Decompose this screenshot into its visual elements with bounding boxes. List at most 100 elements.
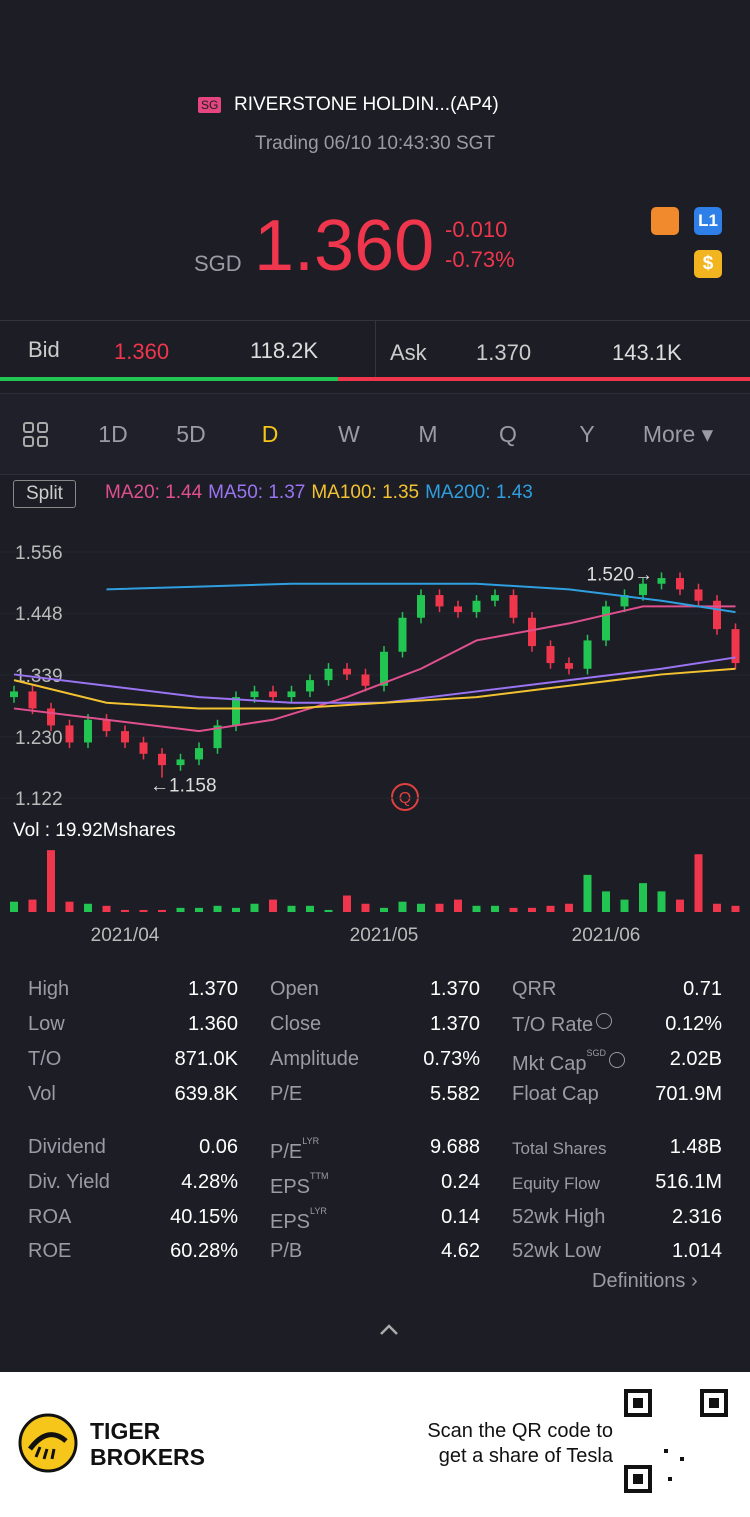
stat-value: 1.360 [187, 1013, 238, 1035]
candle-body [306, 680, 314, 692]
tab[interactable]: More ▾ [642, 421, 714, 447]
stat-label: P/B [270, 1240, 302, 1263]
brand: TIGER [90, 1418, 161, 1444]
stat-label: P/E [270, 1083, 302, 1106]
ask: 1.370 [476, 340, 532, 365]
stat-label-text: Dividend [28, 1136, 106, 1158]
stat-label-text: Float Cap [512, 1083, 599, 1105]
status: Trading 06/10 10:43:30 SGT [254, 133, 496, 154]
stat-label: Equity Flow [512, 1174, 600, 1194]
volume-bar [398, 901, 407, 912]
x-tick-label: 2021/05 [350, 925, 419, 946]
tab[interactable]: D [261, 421, 279, 447]
volume-bar [694, 854, 703, 912]
tab[interactable]: M [418, 421, 438, 447]
info-icon[interactable] [608, 1052, 625, 1068]
stat-label: ROE [28, 1240, 71, 1263]
stat-sup: SGD [586, 1048, 606, 1058]
stat-label: EPSLYR [270, 1206, 327, 1234]
stat-label-text: T/O Rate [512, 1014, 594, 1036]
stat-value: 0.12% [665, 1013, 722, 1035]
volume-bar [417, 903, 425, 912]
bid-label: Bid [28, 337, 60, 362]
annotation: 1.520→ [587, 564, 654, 585]
qr-finder [633, 1398, 643, 1408]
definitions-link[interactable]: Definitions › [592, 1270, 698, 1292]
ma-legend-item: MA20: 1.44 [105, 482, 203, 503]
y-tick-label: 1.556 [15, 543, 63, 564]
stat-label: Div. Yield [28, 1171, 110, 1194]
split-button[interactable]: Split [13, 480, 76, 508]
candle-body [602, 606, 610, 641]
definitions[interactable]: Definitions [592, 1270, 686, 1292]
stat-sup: LYR [310, 1206, 327, 1216]
ma-line [106, 582, 736, 614]
icon-no[interactable] [651, 207, 679, 235]
stat-label: Total Shares [512, 1139, 607, 1159]
volume-bar [47, 850, 55, 912]
stat-sup: TTM [310, 1171, 329, 1181]
candle-body [232, 697, 240, 726]
promo: get a share of Tesla [438, 1445, 613, 1467]
volume-bar [509, 907, 518, 912]
y-tick-label: 1.448 [15, 604, 63, 625]
stat-label-text: Vol [28, 1083, 56, 1105]
volume-bar [65, 901, 74, 912]
qr-module [664, 1449, 668, 1453]
tab[interactable]: W [338, 421, 360, 447]
tab[interactable]: 1D [98, 421, 128, 447]
volume-bar [139, 909, 148, 912]
tab[interactable]: Q [499, 421, 517, 447]
stat-label-text: P/B [270, 1240, 303, 1262]
volume-bar [676, 899, 684, 912]
qr-finder [633, 1474, 643, 1484]
ma-line [13, 605, 736, 733]
volume-bar [195, 907, 203, 912]
volume-bar [232, 907, 240, 912]
x-tick-label: 2021/04 [91, 925, 160, 946]
volume-bar [28, 899, 37, 912]
layout-icon[interactable] [22, 421, 50, 449]
icon-l1[interactable]: L1 [694, 207, 722, 235]
ma-line [13, 656, 736, 704]
stat-value: 5.582 [429, 1083, 480, 1105]
candle-body [546, 646, 555, 664]
info-icon[interactable] [596, 1013, 613, 1029]
stat-value: 0.06 [199, 1136, 238, 1158]
stat-label: T/O Rate [512, 1013, 613, 1037]
icon-s[interactable]: $ [694, 250, 722, 278]
qr-finder [700, 1389, 728, 1417]
tab[interactable]: Y [579, 421, 595, 447]
volume-bar [639, 883, 647, 912]
ma-legend-item: MA50: 1.37 [208, 482, 306, 503]
candle-body [509, 595, 518, 618]
stat-label-text: T/O [28, 1048, 62, 1070]
candle-body [472, 600, 481, 613]
collapse-arrow[interactable] [378, 1323, 400, 1337]
stat-label: Amplitude [270, 1048, 359, 1071]
brand: BROKERS [90, 1444, 206, 1470]
stat-label: Open [270, 978, 319, 1001]
candle-body [565, 663, 573, 669]
volume-bar [620, 899, 629, 912]
tab[interactable]: 5D [176, 421, 206, 447]
volume-bar [583, 874, 592, 912]
ma-legend: MA20: 1.44 MA50: 1.37 MA100: 1.35 MA200: 1.… [105, 482, 539, 504]
candle-body [121, 731, 129, 743]
volume-bar [269, 899, 277, 912]
volume-bar [343, 895, 351, 912]
candle-body [454, 606, 462, 613]
volume-bar [472, 905, 481, 912]
stat-value: 871.0K [174, 1048, 238, 1070]
candle-body [195, 748, 203, 760]
volume-bar [250, 903, 259, 912]
volume-bar [602, 891, 610, 912]
qr-code [624, 1389, 728, 1493]
stat-label: 52wk High [512, 1206, 605, 1229]
candle-body [343, 668, 351, 675]
candle-body [158, 753, 166, 766]
stat-label-text: Close [270, 1013, 322, 1035]
stat-value: 4.62 [441, 1240, 480, 1262]
stat-label-text: ROE [28, 1240, 72, 1262]
stat-label-text: Low [28, 1013, 65, 1035]
